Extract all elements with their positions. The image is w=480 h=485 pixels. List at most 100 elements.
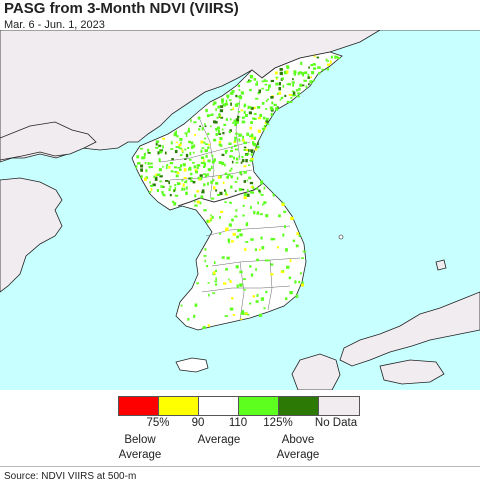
ndvi-speckle xyxy=(147,152,151,154)
ndvi-speckle xyxy=(233,119,237,123)
ndvi-speckle xyxy=(282,233,285,237)
ndvi-speckle xyxy=(175,130,178,133)
ndvi-speckle xyxy=(193,314,196,318)
ndvi-speckle xyxy=(242,139,245,142)
ndvi-speckle xyxy=(210,125,212,128)
ndvi-speckle xyxy=(298,280,301,284)
ndvi-speckle xyxy=(201,127,204,131)
ndvi-speckle xyxy=(250,74,254,78)
ndvi-speckle xyxy=(149,162,153,165)
ndvi-speckle xyxy=(284,94,287,97)
ndvi-speckle xyxy=(219,109,224,113)
ndvi-speckle xyxy=(243,278,246,280)
ndvi-speckle xyxy=(188,177,192,180)
ndvi-speckle xyxy=(243,165,247,168)
ndvi-speckle xyxy=(330,55,333,59)
ndvi-speckle xyxy=(159,180,163,183)
ndvi-speckle xyxy=(158,159,161,163)
ndvi-speckle xyxy=(265,123,270,125)
ndvi-speckle xyxy=(230,149,234,152)
map-panel xyxy=(0,30,480,390)
ndvi-speckle xyxy=(217,130,221,133)
ndvi-speckle xyxy=(173,133,177,137)
ndvi-speckle xyxy=(161,191,164,195)
ndvi-speckle xyxy=(272,238,276,241)
ndvi-speckle xyxy=(200,156,205,160)
ndvi-speckle xyxy=(184,158,187,160)
ndvi-speckle xyxy=(270,107,274,111)
ndvi-speckle xyxy=(267,87,270,91)
ndvi-speckle xyxy=(250,136,254,140)
ndvi-speckle xyxy=(288,83,292,86)
ndvi-speckle xyxy=(245,241,249,243)
ndvi-speckle xyxy=(199,125,202,128)
ndvi-speckle xyxy=(194,194,197,198)
ndvi-speckle xyxy=(295,294,299,298)
ndvi-speckle xyxy=(247,152,250,155)
ndvi-speckle xyxy=(149,191,152,193)
ndvi-speckle xyxy=(214,120,218,124)
ndvi-speckle xyxy=(158,145,162,147)
ndvi-speckle xyxy=(193,165,197,169)
land-liaodong xyxy=(0,121,97,161)
ndvi-speckle xyxy=(199,201,202,205)
ndvi-speckle xyxy=(215,189,218,192)
legend-tick-110: 110 xyxy=(228,417,248,429)
ndvi-speckle xyxy=(217,194,220,196)
ndvi-speckle xyxy=(221,100,224,104)
ndvi-speckle xyxy=(207,282,210,284)
ndvi-speckle xyxy=(240,161,243,164)
ndvi-speckle xyxy=(264,259,268,262)
ndvi-speckle xyxy=(243,288,246,291)
ndvi-speckle xyxy=(264,122,267,125)
ndvi-speckle xyxy=(213,158,216,162)
ndvi-speckle xyxy=(295,89,298,92)
ndvi-speckle xyxy=(281,203,285,206)
ndvi-speckle xyxy=(201,189,205,193)
ndvi-speckle xyxy=(337,57,341,60)
ndvi-speckle xyxy=(212,292,216,294)
ndvi-speckle xyxy=(284,225,286,228)
ndvi-speckle xyxy=(249,181,254,185)
ndvi-speckle xyxy=(222,181,225,185)
ndvi-speckle xyxy=(213,138,217,142)
ndvi-speckle xyxy=(215,182,219,185)
ndvi-speckle xyxy=(200,149,203,153)
legend-tick-nodata: No Data xyxy=(314,417,358,429)
land-ulleungdo xyxy=(338,234,344,240)
ndvi-speckle xyxy=(204,137,207,140)
ndvi-speckle xyxy=(270,237,274,241)
map-canvas xyxy=(0,30,480,390)
ndvi-speckle xyxy=(296,95,300,98)
ndvi-speckle xyxy=(194,200,196,203)
ndvi-speckle xyxy=(270,273,274,276)
ndvi-speckle xyxy=(321,68,324,71)
ndvi-speckle xyxy=(249,135,251,138)
ndvi-speckle xyxy=(259,213,263,216)
ndvi-speckle xyxy=(265,117,269,121)
ndvi-speckle xyxy=(293,70,297,74)
ndvi-speckle xyxy=(196,166,199,170)
legend-swatch-yellow xyxy=(159,397,199,415)
ndvi-speckle xyxy=(262,203,265,206)
ndvi-speckle xyxy=(248,106,252,109)
ndvi-speckle xyxy=(231,155,233,158)
ndvi-speckle xyxy=(241,159,245,163)
ndvi-speckle xyxy=(230,240,234,243)
ndvi-speckle xyxy=(207,182,209,186)
ndvi-speckle xyxy=(282,270,284,272)
ndvi-speckle xyxy=(231,90,235,93)
ndvi-speckle xyxy=(187,129,191,133)
ndvi-speckle xyxy=(253,210,256,215)
ndvi-speckle xyxy=(225,228,227,232)
ndvi-speckle xyxy=(175,174,179,178)
ndvi-speckle xyxy=(160,149,164,152)
ndvi-speckle xyxy=(262,127,264,130)
ndvi-speckle xyxy=(188,127,190,130)
ndvi-speckle xyxy=(297,71,300,76)
ndvi-speckle xyxy=(238,133,242,137)
ndvi-speckle xyxy=(253,113,257,115)
ndvi-speckle xyxy=(326,60,330,62)
ndvi-speckle xyxy=(169,194,172,197)
ndvi-speckle xyxy=(213,186,216,190)
